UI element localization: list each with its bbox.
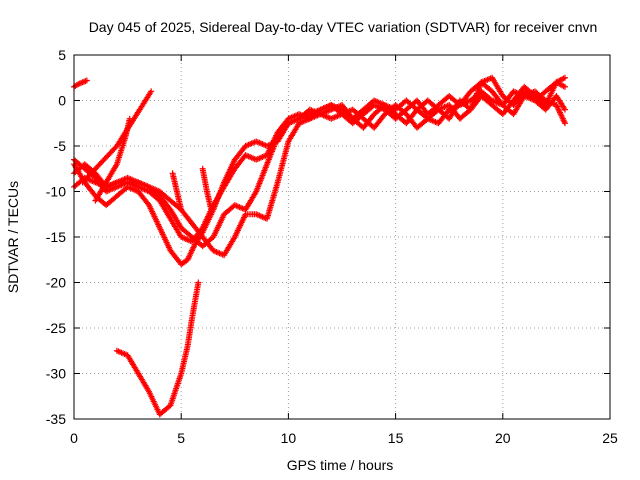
data-point — [148, 88, 155, 95]
series-arc-j — [199, 165, 215, 213]
data-point — [83, 77, 90, 84]
data-point — [561, 74, 568, 81]
y-axis-title: SDTVAR / TECUs — [5, 181, 21, 293]
y-tick-label: 5 — [58, 47, 66, 63]
x-tick-label: 15 — [388, 430, 404, 446]
x-tick-label: 10 — [281, 430, 297, 446]
y-tick-label: -25 — [46, 320, 66, 336]
y-tick-label: -10 — [46, 184, 66, 200]
data-point — [561, 120, 568, 127]
series-arc-e — [71, 77, 90, 90]
x-tick-label: 0 — [70, 430, 78, 446]
series-arc-i — [169, 170, 185, 213]
y-tick-label: -15 — [46, 229, 66, 245]
x-tick-label: 20 — [495, 430, 511, 446]
x-tick-label: 25 — [602, 430, 618, 446]
series-arc-g — [92, 115, 133, 204]
y-tick-label: 0 — [58, 93, 66, 109]
data-point — [178, 206, 185, 213]
y-tick-label: -35 — [46, 411, 66, 427]
data-point — [126, 115, 133, 122]
x-tick-label: 5 — [177, 430, 185, 446]
series-layer — [71, 74, 568, 418]
data-point — [561, 106, 568, 113]
axis-ticks: 0 5 10 15 20 25 -35 -30 -25 -20 -15 -10 -5 0 5 — [46, 47, 618, 446]
y-tick-label: -5 — [54, 138, 67, 154]
data-point — [208, 206, 215, 213]
y-tick-label: -30 — [46, 366, 66, 382]
x-axis-title: GPS time / hours — [287, 457, 394, 473]
data-point — [195, 279, 202, 286]
y-tick-label: -20 — [46, 275, 66, 291]
series-arc-h — [113, 279, 202, 418]
chart-title: Day 045 of 2025, Sidereal Day-to-day VTE… — [89, 19, 598, 35]
data-point — [561, 83, 568, 90]
